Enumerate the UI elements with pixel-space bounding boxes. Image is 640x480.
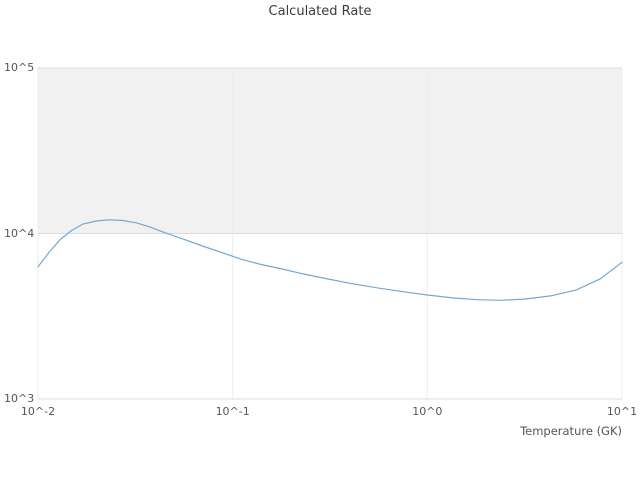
x-tick-label: 10^0 (412, 405, 443, 418)
y-tick-label: 10^3 (4, 392, 35, 405)
x-tick-label: 10^-2 (20, 405, 56, 418)
x-axis-label: Temperature (GK) (520, 424, 622, 438)
y-tick-label: 10^5 (4, 61, 35, 74)
x-tick-label: 10^1 (606, 405, 638, 418)
chart-title: Calculated Rate (268, 4, 372, 19)
y-tick-label: 10^4 (4, 226, 35, 240)
rate-curve (37, 219, 623, 301)
x-tick-label: 10^-1 (215, 405, 250, 418)
highlight-band (38, 68, 622, 234)
